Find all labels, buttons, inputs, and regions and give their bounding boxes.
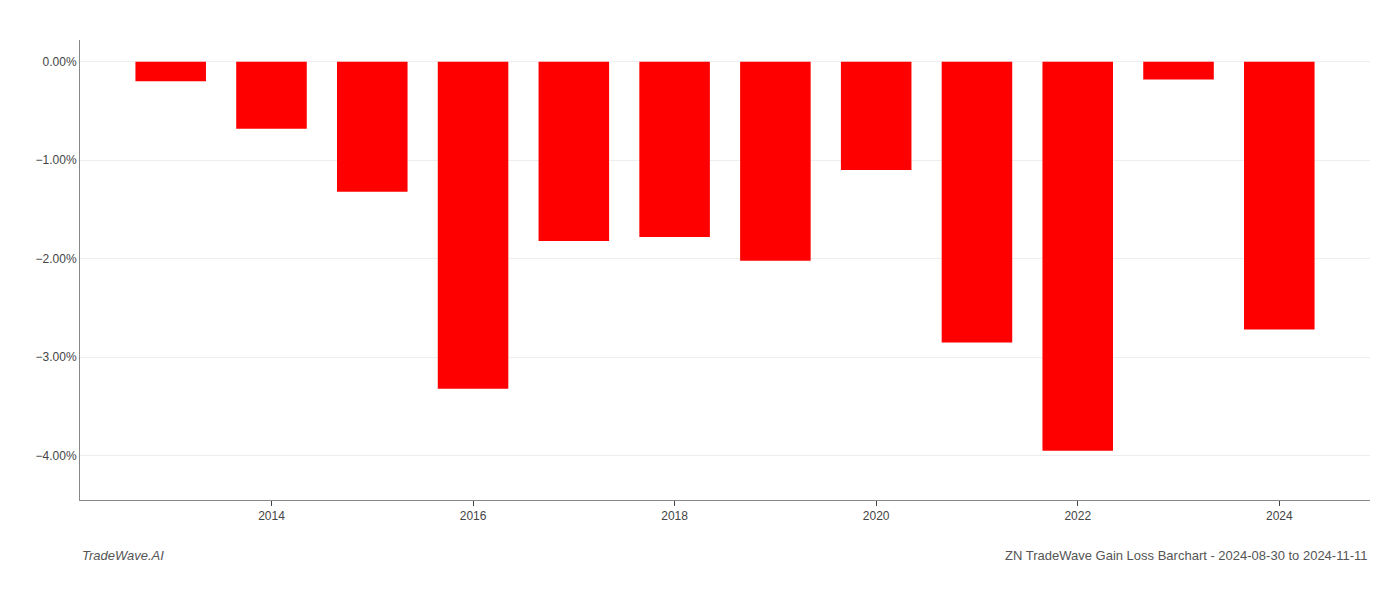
svg-text:2022: 2022 [1064, 509, 1091, 523]
svg-text:−3.00%: −3.00% [36, 350, 77, 364]
svg-text:ZN TradeWave Gain Loss Barchar: ZN TradeWave Gain Loss Barchart - 2024-0… [1005, 548, 1368, 563]
svg-text:2016: 2016 [460, 509, 487, 523]
svg-text:2014: 2014 [258, 509, 285, 523]
svg-text:TradeWave.AI: TradeWave.AI [82, 548, 164, 563]
svg-text:2020: 2020 [863, 509, 890, 523]
svg-text:−2.00%: −2.00% [36, 252, 77, 266]
svg-text:0.00%: 0.00% [43, 55, 77, 69]
svg-text:2018: 2018 [661, 509, 688, 523]
svg-text:−1.00%: −1.00% [36, 153, 77, 167]
svg-text:−4.00%: −4.00% [36, 449, 77, 463]
svg-text:2024: 2024 [1266, 509, 1293, 523]
